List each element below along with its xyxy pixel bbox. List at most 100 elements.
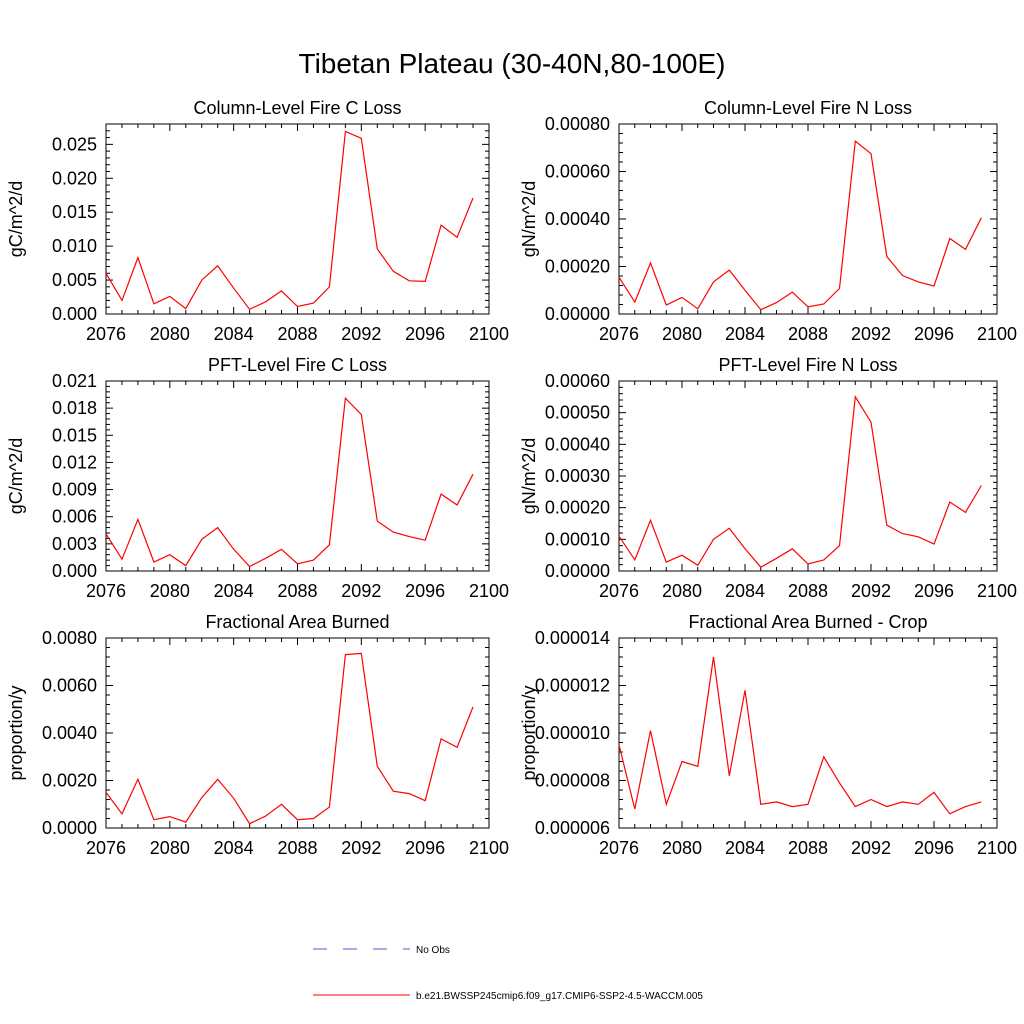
panel3-y-axis-label: gC/m^2/d <box>6 438 26 514</box>
panel1-y-tick-label: 0.005 <box>52 270 97 290</box>
panel2-x-tick-label: 2080 <box>662 324 702 344</box>
panel6-y-axis-label: proportion/y <box>519 685 539 780</box>
panel3-y-tick-label: 0.018 <box>52 398 97 418</box>
panel2-y-axis-label: gN/m^2/d <box>519 181 539 257</box>
panel5-y-tick-label: 0.0020 <box>42 771 97 791</box>
panel5-y-tick-label: 0.0000 <box>42 818 97 838</box>
panel2-x-tick-label: 2092 <box>851 324 891 344</box>
panel5-x-tick-label: 2092 <box>341 838 381 858</box>
panel5-y-tick-label: 0.0060 <box>42 676 97 696</box>
panel4-series-line-1 <box>618 394 982 568</box>
panel1-x-tick-label: 2084 <box>214 324 254 344</box>
panel6-x-tick-label: 2088 <box>788 838 828 858</box>
panel2-y-tick-label: 0.00040 <box>545 209 610 229</box>
panel4-y-tick-label: 0.00000 <box>545 561 610 581</box>
panel5-x-tick-label: 2084 <box>214 838 254 858</box>
panel6-x-tick-label: 2096 <box>914 838 954 858</box>
panel1-y-axis-label: gC/m^2/d <box>6 181 26 257</box>
panel3-y-tick-label: 0.012 <box>52 452 97 472</box>
panel1-y-tick-label: 0.010 <box>52 236 97 256</box>
panel3-x-tick-label: 2096 <box>405 581 445 601</box>
panel2-y-tick-label: 0.00060 <box>545 162 610 182</box>
panel6-y-tick-label: 0.000014 <box>535 628 610 648</box>
panel4-x-tick-label: 2100 <box>977 581 1017 601</box>
panel3-x-tick-label: 2076 <box>86 581 126 601</box>
panel2-x-tick-label: 2100 <box>977 324 1017 344</box>
panel5-title: Fractional Area Burned <box>205 612 389 632</box>
panel1-x-tick-label: 2088 <box>277 324 317 344</box>
panel3-title: PFT-Level Fire C Loss <box>208 355 387 375</box>
legend-no-obs-label: No Obs <box>416 945 450 956</box>
panel6-x-tick-label: 2076 <box>599 838 639 858</box>
panel4-title: PFT-Level Fire N Loss <box>718 355 897 375</box>
panel4-y-tick-label: 0.00040 <box>545 434 610 454</box>
panel3-y-tick-label: 0.009 <box>52 480 97 500</box>
panel5-series-line-1 <box>105 652 474 825</box>
panel1-y-tick-label: 0.025 <box>52 134 97 154</box>
panel4-y-tick-label: 0.00060 <box>545 371 610 391</box>
panel2-y-tick-label: 0.00020 <box>545 257 610 277</box>
panel1-x-tick-label: 2092 <box>341 324 381 344</box>
panel5-y-tick-label: 0.0080 <box>42 628 97 648</box>
panel6-y-tick-label: 0.000006 <box>535 818 610 838</box>
panel2-x-tick-label: 2088 <box>788 324 828 344</box>
panel5-x-tick-label: 2080 <box>150 838 190 858</box>
panel6-series-line-1 <box>618 656 982 815</box>
panel3-series-line-1 <box>105 396 474 568</box>
panel6-plot-frame <box>618 637 998 829</box>
panel4-x-tick-label: 2088 <box>788 581 828 601</box>
panel4-y-axis-label: gN/m^2/d <box>519 438 539 514</box>
panel6-x-tick-label: 2080 <box>662 838 702 858</box>
panel2-x-tick-label: 2084 <box>725 324 765 344</box>
figure-title: Tibetan Plateau (30-40N,80-100E) <box>298 48 726 79</box>
panel6-x-tick-label: 2100 <box>977 838 1017 858</box>
panel3-y-tick-label: 0.015 <box>52 425 97 445</box>
panel1-x-tick-label: 2100 <box>469 324 509 344</box>
panel6-y-tick-label: 0.000008 <box>535 771 610 791</box>
panel6-y-tick-label: 0.000010 <box>535 723 610 743</box>
panel2-x-tick-label: 2076 <box>599 324 639 344</box>
panel3-y-tick-label: 0.000 <box>52 561 97 581</box>
panel1-plot-frame <box>105 123 490 315</box>
panel3-x-tick-label: 2100 <box>469 581 509 601</box>
panel3-y-tick-label: 0.003 <box>52 534 97 554</box>
panel1-y-tick-label: 0.000 <box>52 304 97 324</box>
panel5-x-tick-label: 2088 <box>277 838 317 858</box>
panel5-y-tick-label: 0.0040 <box>42 723 97 743</box>
panel1-y-tick-label: 0.015 <box>52 202 97 222</box>
panel5-x-tick-label: 2076 <box>86 838 126 858</box>
panel3-y-tick-label: 0.006 <box>52 507 97 527</box>
panel4-x-tick-label: 2084 <box>725 581 765 601</box>
panel1-x-tick-label: 2076 <box>86 324 126 344</box>
panel2-plot-frame <box>618 123 998 315</box>
panel3-x-tick-label: 2092 <box>341 581 381 601</box>
panel6-x-tick-label: 2084 <box>725 838 765 858</box>
panel4-y-tick-label: 0.00030 <box>545 466 610 486</box>
panel2-title: Column-Level Fire N Loss <box>704 98 912 118</box>
panel1-series-line-1 <box>105 130 474 311</box>
panel2-series-line-1 <box>618 139 982 311</box>
panel1-x-tick-label: 2080 <box>150 324 190 344</box>
panel1-y-tick-label: 0.020 <box>52 168 97 188</box>
panel3-y-tick-label: 0.021 <box>52 371 97 391</box>
panel4-y-tick-label: 0.00050 <box>545 403 610 423</box>
panel4-x-tick-label: 2096 <box>914 581 954 601</box>
panel6-x-tick-label: 2092 <box>851 838 891 858</box>
panel4-y-tick-label: 0.00020 <box>545 498 610 518</box>
panel5-y-axis-label: proportion/y <box>6 685 26 780</box>
panel5-x-tick-label: 2096 <box>405 838 445 858</box>
panel2-y-tick-label: 0.00000 <box>545 304 610 324</box>
panel3-x-tick-label: 2088 <box>277 581 317 601</box>
panel3-x-tick-label: 2080 <box>150 581 190 601</box>
panel5-x-tick-label: 2100 <box>469 838 509 858</box>
panel6-title: Fractional Area Burned - Crop <box>688 612 927 632</box>
panel6-y-tick-label: 0.000012 <box>535 676 610 696</box>
panel4-x-tick-label: 2076 <box>599 581 639 601</box>
panel3-plot-frame <box>105 380 490 572</box>
panel4-x-tick-label: 2080 <box>662 581 702 601</box>
panel4-x-tick-label: 2092 <box>851 581 891 601</box>
panel1-title: Column-Level Fire C Loss <box>193 98 401 118</box>
panel1-x-tick-label: 2096 <box>405 324 445 344</box>
panel4-y-tick-label: 0.00010 <box>545 529 610 549</box>
